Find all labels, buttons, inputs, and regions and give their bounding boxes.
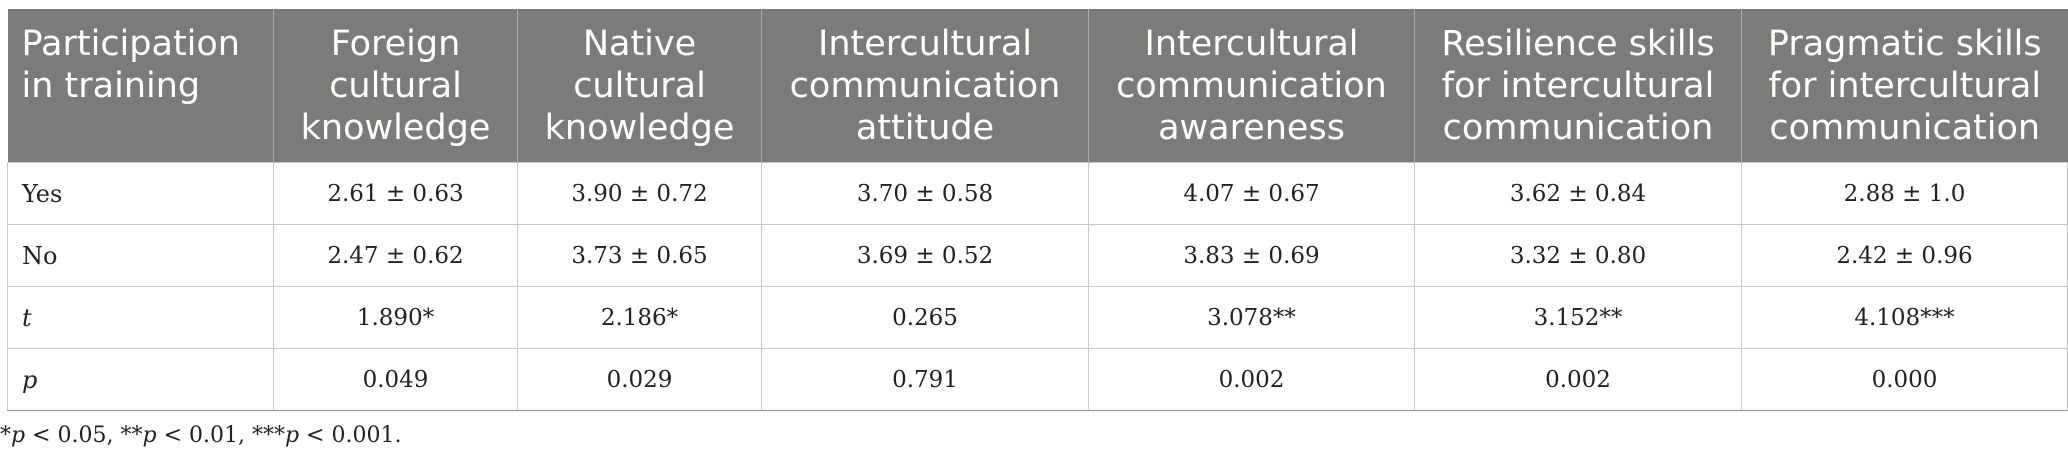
table-cell: 0.029 bbox=[517, 348, 762, 411]
row-label: t bbox=[7, 286, 274, 349]
table-cell: 2.47 ± 0.62 bbox=[273, 224, 518, 287]
table-cell: 3.69 ± 0.52 bbox=[761, 224, 1089, 287]
header-intercultural-awareness: Intercultural communication awareness bbox=[1088, 9, 1415, 163]
table-cell: 0.002 bbox=[1414, 348, 1742, 411]
header-intercultural-attitude: Intercultural communication attitude bbox=[761, 9, 1089, 163]
table-cell: 3.078** bbox=[1088, 286, 1415, 349]
table-cell: 1.890* bbox=[273, 286, 518, 349]
footnote-text: < 0.05, ** bbox=[25, 423, 143, 448]
header-resilience-skills: Resilience skills for intercultural comm… bbox=[1414, 9, 1742, 163]
table-cell: 0.049 bbox=[273, 348, 518, 411]
table-cell: 3.152** bbox=[1414, 286, 1742, 349]
table-cell: 2.186* bbox=[517, 286, 762, 349]
footnote-text: < 0.01, *** bbox=[156, 423, 285, 448]
header-participation: Participation in training bbox=[7, 9, 274, 163]
row-label: No bbox=[7, 224, 274, 287]
footnote-p: p bbox=[284, 423, 300, 448]
footnote-text: * bbox=[0, 423, 11, 448]
footnote-p: p bbox=[11, 423, 26, 448]
footnote-text: < 0.001. bbox=[299, 423, 402, 448]
table-cell: 3.83 ± 0.69 bbox=[1088, 224, 1415, 287]
header-native-cultural-knowledge: Native cultural knowledge bbox=[517, 9, 762, 163]
results-table: Participation in training Foreign cultur… bbox=[7, 9, 2068, 411]
header-row: Participation in training Foreign cultur… bbox=[7, 9, 2068, 163]
table-cell: 4.07 ± 0.67 bbox=[1088, 162, 1415, 225]
table-cell: 3.73 ± 0.65 bbox=[517, 224, 762, 287]
table-cell: 4.108*** bbox=[1741, 286, 2068, 349]
header-pragmatic-skills: Pragmatic skills for intercultural commu… bbox=[1741, 9, 2068, 163]
footnote-p: p bbox=[142, 423, 157, 448]
table-row: t 1.890* 2.186* 0.265 3.078** 3.152** 4.… bbox=[7, 286, 2068, 349]
table-row: No 2.47 ± 0.62 3.73 ± 0.65 3.69 ± 0.52 3… bbox=[7, 224, 2068, 287]
table-cell: 0.002 bbox=[1088, 348, 1415, 411]
table-cell: 3.32 ± 0.80 bbox=[1414, 224, 1742, 287]
table-cell: 2.42 ± 0.96 bbox=[1741, 224, 2068, 287]
header-foreign-cultural-knowledge: Foreign cultural knowledge bbox=[273, 9, 518, 163]
table-cell: 3.90 ± 0.72 bbox=[517, 162, 762, 225]
table-cell: 2.61 ± 0.63 bbox=[273, 162, 518, 225]
table-row: Yes 2.61 ± 0.63 3.90 ± 0.72 3.70 ± 0.58 … bbox=[7, 162, 2068, 225]
table-row: p 0.049 0.029 0.791 0.002 0.002 0.000 bbox=[7, 348, 2068, 411]
results-table-container: Participation in training Foreign cultur… bbox=[7, 9, 2068, 411]
row-label: Yes bbox=[7, 162, 274, 225]
table-footnote: *p < 0.05, **p < 0.01, ***p < 0.001. bbox=[0, 423, 401, 448]
table-cell: 3.62 ± 0.84 bbox=[1414, 162, 1742, 225]
table-cell: 0.000 bbox=[1741, 348, 2068, 411]
table-cell: 0.265 bbox=[761, 286, 1089, 349]
table-cell: 2.88 ± 1.0 bbox=[1741, 162, 2068, 225]
table-cell: 0.791 bbox=[761, 348, 1089, 411]
row-label: p bbox=[7, 348, 274, 411]
table-cell: 3.70 ± 0.58 bbox=[761, 162, 1089, 225]
